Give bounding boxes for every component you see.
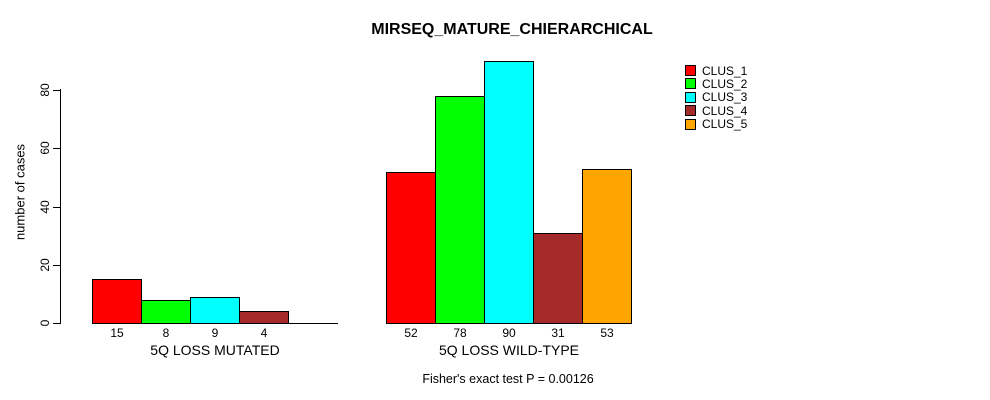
legend-swatch-clus_3 xyxy=(685,91,696,103)
legend-swatch-clus_1 xyxy=(685,65,696,76)
bar-clus_1 xyxy=(92,279,142,324)
legend-swatch-clus_4 xyxy=(685,105,696,117)
bar-value-label: 9 xyxy=(211,326,219,340)
bar-value-label: 53 xyxy=(600,326,614,340)
legend-item-clus_1: CLUS_1 xyxy=(685,64,747,77)
bar-value-label: 90 xyxy=(502,326,516,340)
bar-value-label: 31 xyxy=(551,326,565,340)
x-group-label: 5Q LOSS WILD-TYPE xyxy=(438,342,580,358)
x-group-label: 5Q LOSS MUTATED xyxy=(150,342,280,358)
legend: CLUS_1 CLUS_2 CLUS_3 CLUS_4 CLUS_5 xyxy=(685,64,747,131)
y-axis-tick-label: 60 xyxy=(38,141,52,155)
y-axis-tick xyxy=(53,90,60,91)
bar-value-label: 52 xyxy=(404,326,418,340)
bar-value-label: 78 xyxy=(453,326,467,340)
legend-label: CLUS_4 xyxy=(702,103,748,118)
bar-clus_3 xyxy=(484,61,534,324)
legend-item-clus_2: CLUS_2 xyxy=(685,77,747,90)
bar-clus_1 xyxy=(386,172,436,324)
legend-label: CLUS_5 xyxy=(702,117,748,132)
legend-swatch-clus_2 xyxy=(685,78,696,90)
y-axis-tick xyxy=(53,264,60,266)
bar-clus_3 xyxy=(190,297,240,324)
y-axis-line xyxy=(60,89,61,324)
y-axis-tick-label: 80 xyxy=(38,83,52,97)
y-axis-tick xyxy=(53,323,60,324)
y-axis-tick xyxy=(53,148,60,150)
legend-label: CLUS_1 xyxy=(702,63,748,78)
y-axis-tick-label: 40 xyxy=(38,199,52,214)
bar-clus_2 xyxy=(435,96,485,324)
bar-value-label: 15 xyxy=(110,326,124,340)
bar-clus_2 xyxy=(141,300,191,324)
legend-swatch-clus_5 xyxy=(685,118,696,130)
bar-clus_5 xyxy=(582,169,632,324)
bar-clus_4 xyxy=(533,233,583,324)
chart-title: MIRSEQ_MATURE_CHIERARCHICAL xyxy=(371,21,653,38)
legend-label: CLUS_3 xyxy=(702,90,748,105)
legend-item-clus_4: CLUS_4 xyxy=(685,104,747,117)
fisher-test-annotation: Fisher's exact test P = 0.00126 xyxy=(422,372,594,386)
legend-label: CLUS_2 xyxy=(702,76,748,91)
bar-value-label: 8 xyxy=(162,326,170,340)
bar-clus_4 xyxy=(239,311,289,324)
y-axis-tick-label: 20 xyxy=(38,258,52,272)
legend-item-clus_5: CLUS_5 xyxy=(685,118,747,131)
legend-item-clus_3: CLUS_3 xyxy=(685,91,747,104)
y-axis-tick xyxy=(53,206,60,208)
y-axis-tick-label: 0 xyxy=(38,319,52,327)
bar-value-label: 4 xyxy=(260,326,268,340)
